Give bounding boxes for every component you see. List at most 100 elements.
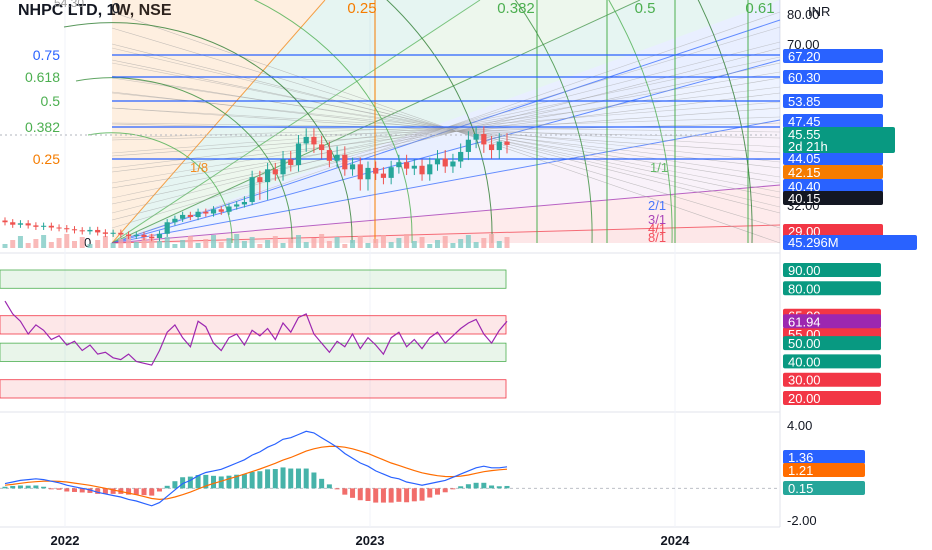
macd-histogram-bar (365, 488, 371, 501)
fib-arc (386, 0, 493, 244)
gann-web-line (111, 122, 781, 141)
rsi-band (0, 342, 507, 362)
fib-level-label: 0.75 (33, 47, 60, 63)
time-axis-tick: 2022 (51, 533, 80, 548)
volume-bar (48, 242, 54, 248)
price-badge-label: 40.15 (788, 191, 821, 206)
gann-ratio-label: 1/1 (650, 160, 668, 175)
macd-histogram-bar (110, 488, 116, 494)
macd-value-label: 1.36 (788, 450, 813, 465)
fib-level-label: 0.5 (41, 93, 61, 109)
volume-bar (211, 235, 217, 248)
macd-histogram-bar (2, 486, 8, 489)
rsi-level-badge (783, 336, 881, 351)
macd-histogram-bar (496, 486, 502, 489)
rsi-level-badge (783, 263, 881, 277)
volume-bar (64, 234, 70, 248)
volume-bar (72, 241, 78, 248)
fib-fan-label: 0.382 (497, 0, 535, 17)
candle-body (17, 223, 24, 225)
candle-body (411, 165, 417, 169)
candle-body (56, 227, 62, 229)
volume-bar (419, 237, 425, 248)
macd-value-badge (783, 481, 865, 495)
macd-histogram-bar (489, 485, 495, 489)
gann-web-line (111, 27, 781, 229)
last-price-badge (783, 127, 895, 153)
macd-histogram-bar (280, 467, 286, 489)
fib-arc (697, 0, 753, 244)
price-badge-label: 53.85 (788, 94, 821, 109)
macd-histogram-bar (156, 488, 162, 492)
candle-body (419, 165, 425, 175)
candle-body (342, 154, 348, 170)
volume-bar (118, 239, 124, 248)
rsi-band (0, 315, 507, 335)
volume-bar (288, 239, 294, 248)
candle-body (118, 232, 124, 235)
macd-histogram-bar (450, 488, 456, 490)
macd-histogram-bar (326, 484, 332, 489)
candle-body (141, 234, 147, 237)
volume-bar (473, 242, 479, 248)
candle-body (164, 222, 170, 234)
macd-histogram-bar (303, 468, 309, 489)
macd-histogram-bar (211, 475, 217, 489)
macd-histogram-bar (357, 488, 363, 501)
macd-histogram-bar (272, 469, 278, 489)
price-badge-label: 67.20 (788, 49, 821, 64)
fib-fan-line (111, 224, 781, 244)
macd-histogram-bar (265, 469, 271, 489)
fib-arc (63, 22, 353, 244)
volume-bar (56, 238, 62, 248)
candle-body (504, 141, 510, 145)
volume-bar (504, 237, 510, 248)
candle-body (241, 201, 248, 205)
rsi-level-badge (783, 391, 881, 405)
macd-axis-tick: 4.00 (787, 418, 812, 433)
volume-bar (411, 241, 417, 248)
fib-level-label: 0.382 (25, 119, 60, 135)
gann-web-line (111, 43, 781, 214)
volume-bar (257, 244, 263, 248)
volume-bar (396, 238, 402, 248)
candle-body (373, 167, 379, 174)
fib-fan-label: 0.61 (745, 0, 774, 17)
volume-bar (350, 240, 356, 248)
gann-web-line (111, 107, 781, 154)
gann-ratio-label: 8/1 (648, 230, 666, 245)
volume-bar (87, 244, 93, 248)
rsi-value-label: 61.94 (788, 314, 821, 329)
volume-badge (783, 235, 917, 250)
volume-bar (427, 244, 433, 248)
price-badge (783, 114, 883, 128)
volume-bar (203, 239, 209, 248)
gann-web-line (111, 107, 781, 157)
candle-body (249, 177, 255, 202)
candle-body (203, 211, 209, 214)
fib-arc (253, 0, 413, 244)
volume-bar (272, 236, 278, 248)
volume-bar (172, 244, 178, 248)
macd-histogram-bar (172, 481, 178, 489)
rsi-level-label: 90.00 (788, 263, 821, 278)
time-axis-tick: 2024 (661, 533, 691, 548)
candle-body (264, 169, 271, 183)
candle-body (326, 150, 332, 161)
candle-body (2, 220, 8, 223)
macd-histogram-bar (404, 488, 410, 503)
fib-fan-label: 0.5 (635, 0, 656, 17)
fib-arc (75, 77, 293, 244)
candle-body (295, 143, 302, 166)
fib-fan-zone (112, 0, 780, 243)
price-badge (783, 151, 883, 165)
candle-body (488, 144, 495, 151)
price-axis-tick: 80.00 (787, 7, 820, 22)
macd-histogram-bar (434, 488, 440, 495)
rsi-band (0, 379, 507, 399)
macd-histogram-bar (226, 475, 232, 489)
candle-body (481, 134, 487, 145)
macd-value-badge (783, 450, 865, 464)
gann-ratio-label: 4/1 (648, 221, 666, 236)
